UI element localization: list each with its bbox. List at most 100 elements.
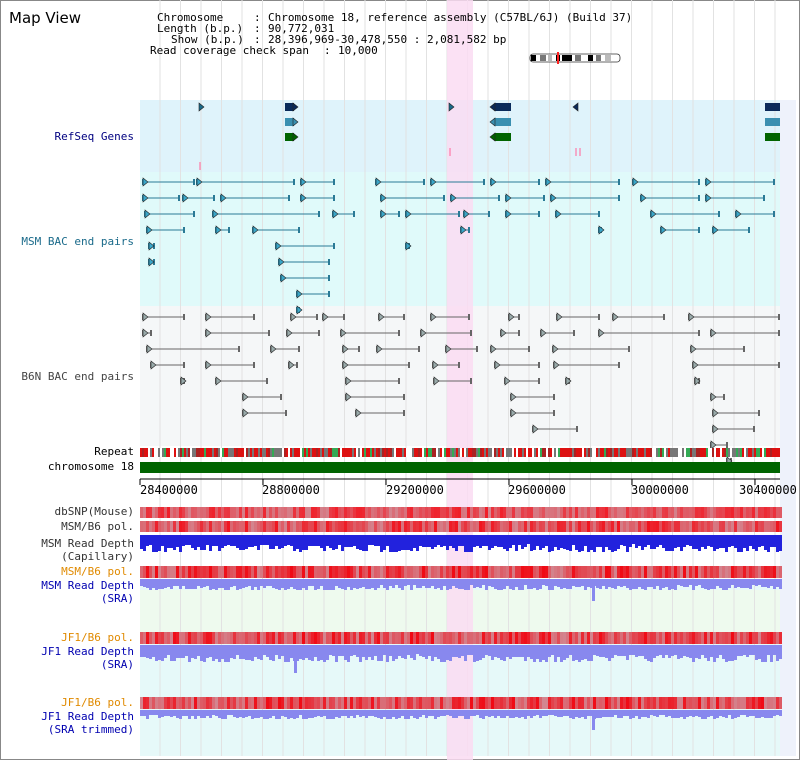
pol-segment xyxy=(152,697,155,709)
depth-bar xyxy=(479,535,482,548)
depth-bar xyxy=(755,710,758,718)
pol-segment xyxy=(197,507,200,518)
track-label-dbsnp[interactable]: dbSNP(Mouse) xyxy=(54,505,134,518)
depth-bar xyxy=(410,710,413,716)
pol-segment xyxy=(425,697,428,709)
track-label-msm-b6-pol[interactable]: MSM/B6 pol. xyxy=(61,520,134,533)
depth-bar xyxy=(224,645,227,662)
depth-bar xyxy=(638,579,641,587)
pol-segment xyxy=(770,507,773,518)
depth-bar xyxy=(299,535,302,552)
track-label-msm-depth-sra-sub: (SRA) xyxy=(100,592,134,605)
track-label-refseq[interactable]: RefSeq Genes xyxy=(54,130,134,143)
pol-segment xyxy=(674,507,677,518)
track-label-jf1-depth-sra[interactable]: JF1 Read Depth xyxy=(41,645,134,658)
depth-bar xyxy=(413,645,416,660)
depth-bar xyxy=(695,579,698,586)
pol-segment xyxy=(326,697,329,709)
depth-bar xyxy=(263,710,266,719)
depth-bar xyxy=(512,579,515,590)
depth-bar xyxy=(719,710,722,716)
pol-segment xyxy=(470,632,473,644)
depth-bar xyxy=(224,710,227,719)
pol-segment xyxy=(224,566,227,578)
bac-arrow xyxy=(376,344,383,354)
depth-bar xyxy=(608,535,611,550)
repeat-segment xyxy=(280,448,282,457)
depth-bar xyxy=(164,645,167,658)
ideogram-position-marker xyxy=(557,52,559,64)
repeat-segment xyxy=(154,448,156,457)
pol-segment xyxy=(383,507,386,518)
pol-segment xyxy=(434,521,437,532)
depth-bar xyxy=(437,579,440,588)
track-label-jf1-b6-pol[interactable]: JF1/B6 pol. xyxy=(61,631,134,644)
pol-segment xyxy=(611,507,614,518)
track-label-msm-b6-pol-2[interactable]: MSM/B6 pol. xyxy=(61,565,134,578)
bac-arrow xyxy=(494,360,501,370)
track-label-msm-bac[interactable]: MSM BAC end pairs xyxy=(21,235,134,248)
pol-segment xyxy=(620,521,623,532)
pol-segment xyxy=(515,632,518,644)
repeat-segment xyxy=(522,448,524,457)
pol-segment xyxy=(677,697,680,709)
depth-bar xyxy=(230,535,233,546)
pol-segment xyxy=(209,507,212,518)
depth-bar xyxy=(287,579,290,589)
track-label-msm-depth-capillary[interactable]: MSM Read Depth xyxy=(41,537,134,550)
repeat-segment xyxy=(458,448,460,457)
depth-bar xyxy=(155,645,158,661)
repeat-segment xyxy=(454,448,456,457)
pol-segment xyxy=(581,632,584,644)
pol-segment xyxy=(470,566,473,578)
track-label-jf1-b6-pol-2[interactable]: JF1/B6 pol. xyxy=(61,696,134,709)
track-label-msm-depth-sra[interactable]: MSM Read Depth xyxy=(41,579,134,592)
depth-bar xyxy=(155,710,158,715)
bac-arrow xyxy=(215,376,222,386)
pol-segment xyxy=(761,697,764,709)
pol-segment xyxy=(329,697,332,709)
pol-segment xyxy=(473,566,476,578)
pol-segment xyxy=(728,697,731,709)
depth-bar xyxy=(164,710,167,716)
repeat-segment xyxy=(690,448,692,457)
pol-segment xyxy=(707,566,710,578)
pol-segment xyxy=(182,632,185,644)
track-label-b6n-bac[interactable]: B6N BAC end pairs xyxy=(21,370,134,383)
repeat-segment xyxy=(634,448,636,457)
repeat-segment xyxy=(326,448,328,457)
depth-bar xyxy=(608,710,611,717)
depth-bar xyxy=(338,710,341,718)
pol-segment xyxy=(155,697,158,709)
pol-segment xyxy=(236,521,239,532)
repeat-segment xyxy=(374,448,376,457)
depth-bar xyxy=(272,710,275,716)
depth-bar xyxy=(398,645,401,656)
depth-bar xyxy=(257,710,260,718)
bac-end xyxy=(328,259,330,265)
pol-segment xyxy=(683,632,686,644)
repeat-segment xyxy=(776,448,778,457)
pol-segment xyxy=(182,566,185,578)
depth-bar xyxy=(368,579,371,589)
depth-bar xyxy=(428,535,431,547)
bac-arrow xyxy=(146,225,153,235)
pol-segment xyxy=(218,697,221,709)
pol-segment xyxy=(506,697,509,709)
pol-segment xyxy=(593,632,596,644)
pol-segment xyxy=(323,632,326,644)
pol-segment xyxy=(212,566,215,578)
bac-end xyxy=(193,211,195,217)
depth-bar xyxy=(428,645,431,656)
pol-segment xyxy=(287,521,290,532)
depth-bar xyxy=(230,579,233,587)
pol-segment xyxy=(395,566,398,578)
pol-segment xyxy=(554,632,557,644)
repeat-segment xyxy=(246,448,248,457)
depth-bar xyxy=(539,579,542,589)
track-label-jf1-depth-trimmed[interactable]: JF1 Read Depth xyxy=(41,710,134,723)
track-label-repeat[interactable]: Repeat xyxy=(94,445,134,458)
bac-arrow xyxy=(375,177,382,187)
repeat-segment xyxy=(440,448,442,457)
pol-segment xyxy=(275,521,278,532)
